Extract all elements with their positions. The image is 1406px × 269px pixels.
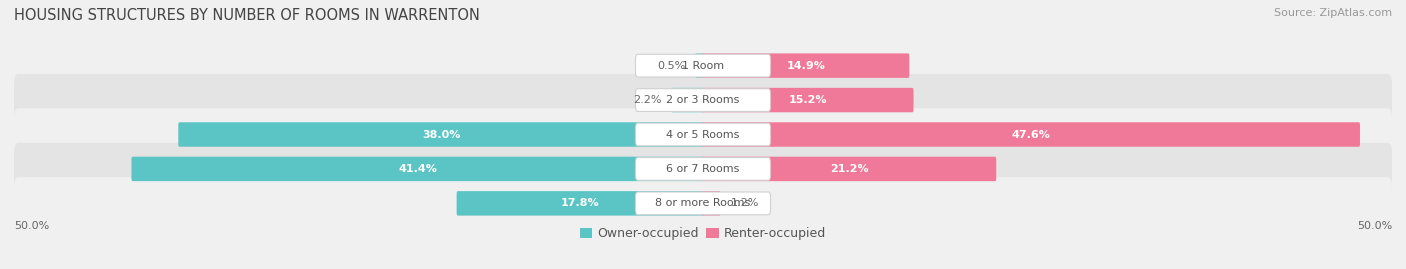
Text: 4 or 5 Rooms: 4 or 5 Rooms — [666, 129, 740, 140]
Text: 8 or more Rooms: 8 or more Rooms — [655, 198, 751, 208]
FancyBboxPatch shape — [636, 192, 770, 215]
FancyBboxPatch shape — [636, 54, 770, 77]
Text: Source: ZipAtlas.com: Source: ZipAtlas.com — [1274, 8, 1392, 18]
Text: 2 or 3 Rooms: 2 or 3 Rooms — [666, 95, 740, 105]
FancyBboxPatch shape — [695, 54, 704, 78]
FancyBboxPatch shape — [131, 157, 704, 181]
Text: 50.0%: 50.0% — [1357, 221, 1392, 231]
Text: 1 Room: 1 Room — [682, 61, 724, 71]
FancyBboxPatch shape — [636, 158, 770, 180]
FancyBboxPatch shape — [672, 88, 704, 112]
Text: 14.9%: 14.9% — [786, 61, 825, 71]
FancyBboxPatch shape — [14, 40, 1392, 92]
FancyBboxPatch shape — [14, 143, 1392, 195]
Text: 21.2%: 21.2% — [830, 164, 869, 174]
Text: 41.4%: 41.4% — [398, 164, 437, 174]
FancyBboxPatch shape — [14, 74, 1392, 126]
Text: 2.2%: 2.2% — [633, 95, 662, 105]
Text: 0.5%: 0.5% — [657, 61, 685, 71]
FancyBboxPatch shape — [14, 177, 1392, 229]
FancyBboxPatch shape — [14, 108, 1392, 161]
Text: HOUSING STRUCTURES BY NUMBER OF ROOMS IN WARRENTON: HOUSING STRUCTURES BY NUMBER OF ROOMS IN… — [14, 8, 479, 23]
FancyBboxPatch shape — [636, 123, 770, 146]
Text: 47.6%: 47.6% — [1011, 129, 1050, 140]
Text: 17.8%: 17.8% — [561, 198, 600, 208]
Legend: Owner-occupied, Renter-occupied: Owner-occupied, Renter-occupied — [575, 222, 831, 245]
Text: 38.0%: 38.0% — [422, 129, 460, 140]
FancyBboxPatch shape — [702, 88, 914, 112]
Text: 6 or 7 Rooms: 6 or 7 Rooms — [666, 164, 740, 174]
Text: 1.2%: 1.2% — [731, 198, 759, 208]
FancyBboxPatch shape — [702, 191, 721, 215]
FancyBboxPatch shape — [179, 122, 704, 147]
Text: 15.2%: 15.2% — [789, 95, 827, 105]
FancyBboxPatch shape — [636, 89, 770, 111]
FancyBboxPatch shape — [702, 157, 997, 181]
FancyBboxPatch shape — [702, 122, 1360, 147]
Text: 50.0%: 50.0% — [14, 221, 49, 231]
FancyBboxPatch shape — [702, 54, 910, 78]
FancyBboxPatch shape — [457, 191, 704, 215]
